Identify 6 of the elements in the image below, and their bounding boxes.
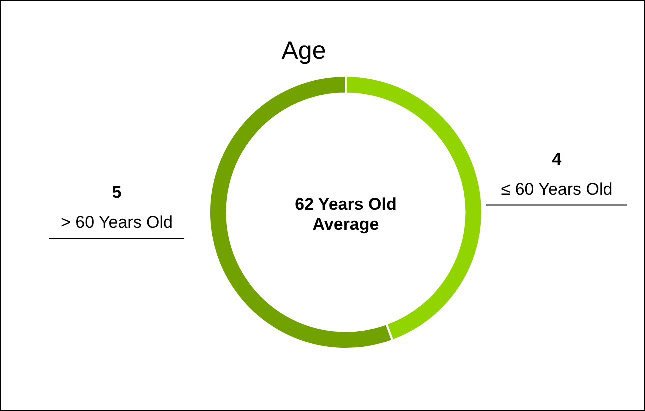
- chart-title: Age: [280, 37, 328, 66]
- slice-label: ≤ 60 Years Old: [501, 180, 613, 199]
- text: 62 Years Old Average: [294, 195, 398, 235]
- slice-label: > 60 Years Old: [60, 213, 174, 232]
- data-label: 5: [112, 183, 122, 202]
- data-label: 4: [552, 150, 562, 169]
